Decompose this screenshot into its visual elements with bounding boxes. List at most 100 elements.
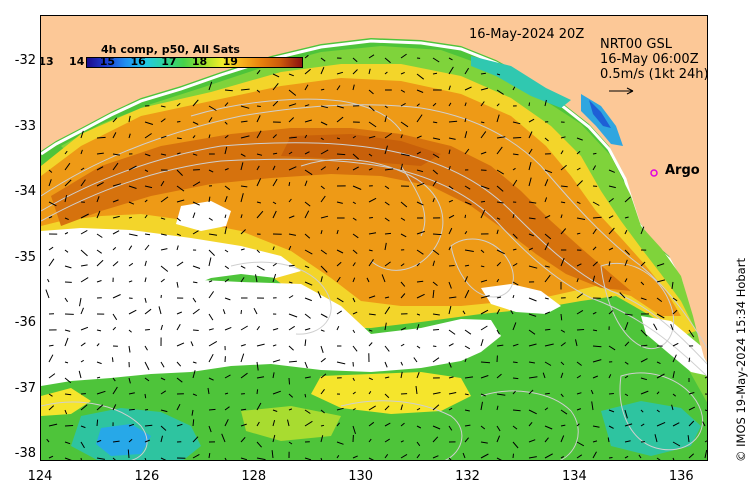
current-arrow xyxy=(400,233,407,238)
current-arrow xyxy=(192,393,197,397)
current-arrow xyxy=(320,329,325,332)
current-arrow xyxy=(400,404,403,411)
current-arrow xyxy=(352,329,356,334)
current-arrow xyxy=(160,265,169,272)
colorbar-tick-label: 13 xyxy=(41,55,54,68)
current-arrow xyxy=(352,297,356,303)
current-arrow xyxy=(496,169,504,175)
current-arrow xyxy=(112,230,120,235)
current-arrow xyxy=(320,457,323,460)
current-arrow xyxy=(288,360,297,363)
current-arrow xyxy=(128,185,137,189)
current-arrow xyxy=(496,373,502,379)
current-arrow xyxy=(448,227,453,235)
current-arrow xyxy=(528,297,537,302)
current-arrow xyxy=(304,134,308,139)
current-arrow xyxy=(128,392,135,395)
current-arrow xyxy=(288,198,292,203)
current-arrow xyxy=(496,435,501,443)
current-arrow xyxy=(656,361,661,365)
current-arrow xyxy=(384,361,388,368)
current-arrow xyxy=(240,229,246,235)
current-arrow xyxy=(384,201,390,206)
current-arrow xyxy=(144,153,151,157)
current-arrow xyxy=(272,359,281,363)
current-arrow xyxy=(240,162,244,171)
current-arrow xyxy=(512,294,515,299)
current-arrow xyxy=(381,274,386,283)
current-arrow xyxy=(256,153,263,156)
current-arrow xyxy=(208,134,211,139)
current-arrow xyxy=(448,296,457,299)
current-arrow xyxy=(384,454,389,459)
current-arrow xyxy=(544,233,552,240)
current-arrow xyxy=(496,344,504,347)
current-arrow xyxy=(528,343,537,347)
current-arrow xyxy=(544,425,553,430)
current-arrow xyxy=(160,377,166,381)
current-arrow xyxy=(45,289,50,299)
current-arrow xyxy=(416,73,425,80)
y-tick-label: -33 xyxy=(14,118,36,134)
current-arrow xyxy=(480,393,487,397)
current-arrow xyxy=(608,374,612,379)
current-arrow xyxy=(512,233,518,239)
current-arrow xyxy=(448,199,454,203)
current-arrow xyxy=(192,265,201,269)
copyright-label: © IMOS 19-May-2024 15:34 Hobart xyxy=(734,258,748,462)
current-arrow xyxy=(624,278,628,283)
current-arrow xyxy=(64,217,69,221)
argo-float-marker[interactable] xyxy=(650,169,658,177)
colorbar-tick-label: 16 xyxy=(130,55,146,68)
current-arrow xyxy=(208,280,213,283)
current-arrow xyxy=(704,449,707,459)
current-arrow xyxy=(336,116,344,123)
current-arrow xyxy=(208,340,218,347)
current-arrow xyxy=(416,293,425,299)
current-arrow xyxy=(288,166,297,171)
current-arrow xyxy=(448,165,451,171)
current-arrow xyxy=(528,201,537,204)
current-arrow xyxy=(384,232,392,235)
date-label: 16-May-2024 20Z xyxy=(469,27,585,42)
current-arrow xyxy=(192,99,199,107)
current-arrow xyxy=(256,115,261,123)
current-arrow xyxy=(128,115,131,123)
current-arrow xyxy=(416,280,424,283)
current-arrow xyxy=(192,361,197,364)
current-arrow xyxy=(512,262,518,267)
current-arrow xyxy=(336,276,341,283)
current-arrow xyxy=(128,309,137,315)
current-arrow xyxy=(221,433,226,443)
current-arrow xyxy=(320,265,328,273)
current-arrow xyxy=(352,345,358,352)
current-arrow xyxy=(400,71,405,75)
current-arrow xyxy=(432,57,440,63)
current-arrow xyxy=(112,162,119,171)
current-arrow xyxy=(448,185,454,190)
current-arrow xyxy=(47,278,50,283)
current-arrow xyxy=(224,419,229,427)
current-arrow xyxy=(256,178,262,187)
current-arrow xyxy=(671,281,674,289)
current-arrow xyxy=(656,409,660,413)
bathymetry-contours xyxy=(41,98,707,460)
current-arrow xyxy=(304,249,313,255)
current-arrow xyxy=(64,232,69,235)
current-arrow xyxy=(336,153,346,156)
current-arrow xyxy=(160,233,167,236)
current-arrow xyxy=(336,85,341,91)
current-arrow xyxy=(448,214,455,219)
current-arrow xyxy=(448,361,452,368)
current-arrow xyxy=(400,217,406,221)
current-arrow xyxy=(464,249,474,252)
current-arrow xyxy=(128,233,138,237)
current-arrow xyxy=(512,137,522,139)
current-arrow xyxy=(608,198,614,203)
current-arrow xyxy=(80,167,85,171)
current-arrow xyxy=(128,201,135,205)
current-arrow xyxy=(608,169,615,173)
current-arrow xyxy=(672,297,678,302)
current-arrow xyxy=(208,81,213,91)
current-arrow xyxy=(496,217,501,220)
